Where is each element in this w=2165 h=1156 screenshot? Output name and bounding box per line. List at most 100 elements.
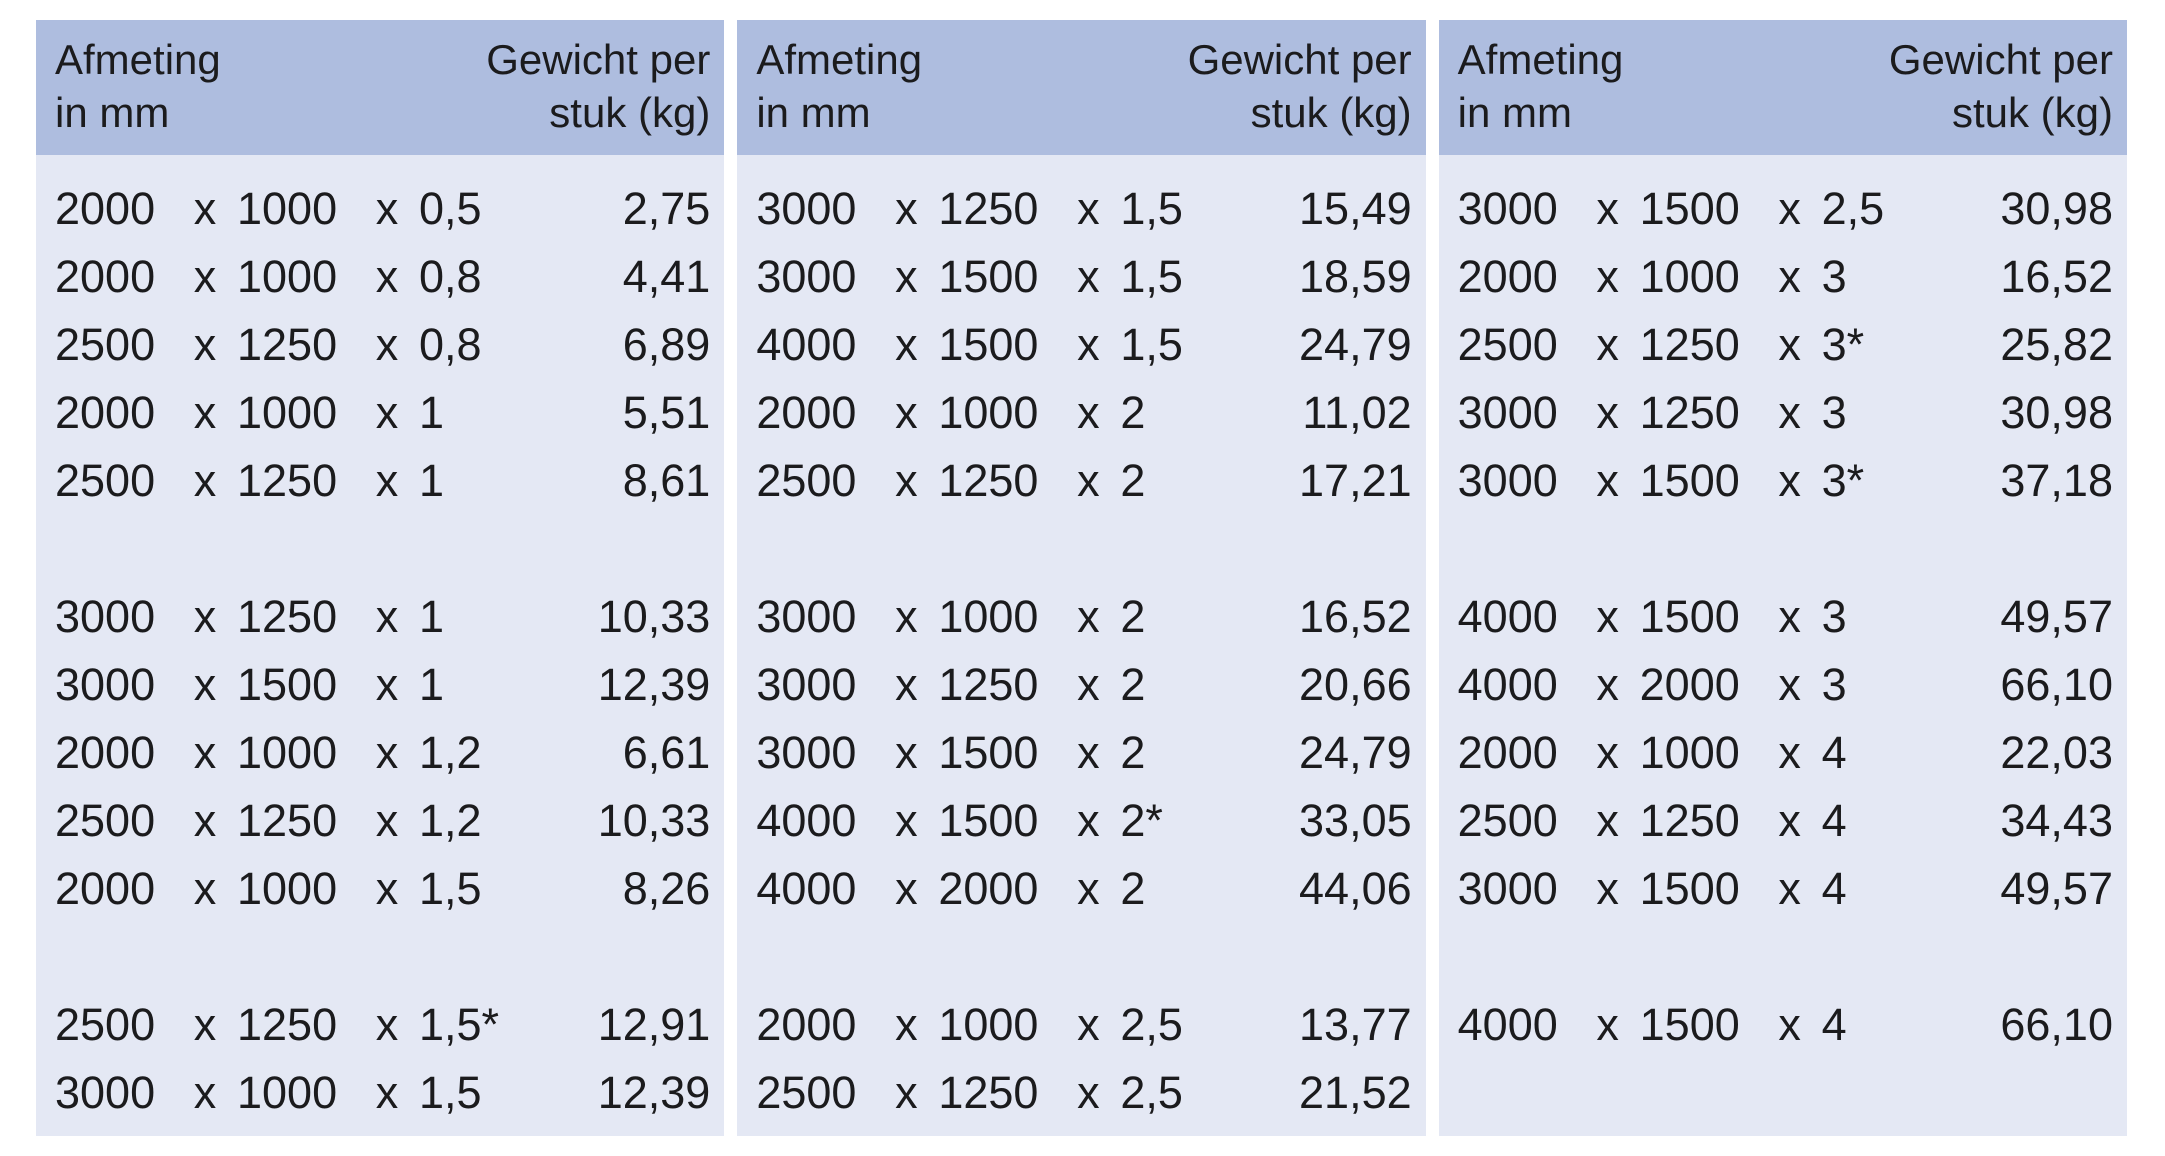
dim-length: 2500 xyxy=(756,455,857,506)
dimension-cell: 2500 x 1250 x 2,5 xyxy=(756,1067,1183,1119)
column-header-afmeting: Afmeting in mm xyxy=(55,33,221,140)
dim-thickness: 2,5 xyxy=(1120,999,1183,1050)
x-separator: x xyxy=(1778,795,1801,846)
table-row: 2000 x 1000 x 0,8 4,41 xyxy=(55,243,710,311)
dimension-cell: 3000 x 1500 x 1 xyxy=(55,659,444,711)
x-separator: x xyxy=(895,455,918,506)
x-separator: x xyxy=(375,455,399,506)
header-line: Afmeting xyxy=(1457,36,1624,83)
x-separator: x xyxy=(1077,591,1100,642)
x-separator: x xyxy=(1778,251,1801,302)
dim-length: 3000 xyxy=(756,659,857,710)
weight-cell: 8,61 xyxy=(622,455,711,506)
dim-length: 2500 xyxy=(55,795,156,846)
table-row: 2500 x 1250 x 0,8 6,89 xyxy=(55,311,710,379)
dim-width: 1000 xyxy=(237,183,338,234)
x-separator: x xyxy=(193,795,217,846)
column-header-afmeting: Afmeting in mm xyxy=(756,33,922,140)
dimension-cell: 3000 x 1500 x 2 xyxy=(756,727,1145,779)
x-separator: x xyxy=(1778,183,1801,234)
x-separator: x xyxy=(375,795,399,846)
dim-thickness: 3 xyxy=(1821,659,1847,710)
dim-width: 1500 xyxy=(1639,455,1740,506)
dim-thickness: 1,2 xyxy=(419,727,482,778)
dim-length: 2000 xyxy=(756,999,857,1050)
dim-width: 1250 xyxy=(1639,387,1740,438)
header-line: Afmeting xyxy=(55,36,221,83)
dimension-cell: 3000 x 1250 x 2 xyxy=(756,659,1145,711)
dim-width: 1250 xyxy=(1639,795,1740,846)
x-separator: x xyxy=(1077,795,1100,846)
x-separator: x xyxy=(1596,251,1619,302)
header-line: Gewicht per xyxy=(486,36,711,83)
x-separator: x xyxy=(375,999,399,1050)
dim-thickness: 1,5 xyxy=(1120,319,1183,370)
table-row: 2000 x 1000 x 4 22,03 xyxy=(1458,719,2113,787)
column-header-gewicht: Gewicht per stuk (kg) xyxy=(1188,33,1412,140)
dim-length: 3000 xyxy=(756,727,857,778)
dim-width: 1250 xyxy=(1639,319,1740,370)
dimension-cell: 3000 x 1250 x 3 xyxy=(1458,387,1847,439)
dim-thickness: 1 xyxy=(419,659,445,710)
dim-length: 3000 xyxy=(1457,183,1558,234)
x-separator: x xyxy=(1596,455,1619,506)
weight-cell: 25,82 xyxy=(2000,319,2113,370)
x-separator: x xyxy=(375,1067,399,1118)
header-line: stuk (kg) xyxy=(549,89,711,137)
weight-cell: 8,26 xyxy=(622,863,711,914)
dim-length: 2000 xyxy=(55,183,156,234)
column-header-afmeting: Afmeting in mm xyxy=(1458,33,1624,140)
weight-cell: 66,10 xyxy=(2000,999,2113,1050)
table-row: 2000 x 1000 x 3 16,52 xyxy=(1458,243,2113,311)
x-separator: x xyxy=(1778,999,1801,1050)
dimension-cell: 4000 x 2000 x 3 xyxy=(1458,659,1847,711)
table-row: 3000 x 1000 x 1,5 12,39 xyxy=(55,1059,710,1127)
dim-thickness: 3* xyxy=(1821,319,1865,370)
weight-cell: 12,91 xyxy=(597,999,711,1050)
dim-length: 2000 xyxy=(55,727,156,778)
weight-cell: 12,39 xyxy=(597,1067,711,1118)
table-row: 2000 x 1000 x 1,5 8,26 xyxy=(55,855,710,923)
x-separator: x xyxy=(1778,727,1801,778)
weight-cell: 4,41 xyxy=(622,251,711,302)
weight-cell: 49,57 xyxy=(2000,591,2113,642)
dim-length: 2500 xyxy=(55,455,156,506)
dim-length: 2000 xyxy=(55,387,156,438)
x-separator: x xyxy=(193,387,217,438)
table-row: 3000 x 1250 x 2 20,66 xyxy=(756,651,1411,719)
dim-width: 1000 xyxy=(938,591,1039,642)
weight-cell: 12,39 xyxy=(597,659,711,710)
panel-header: Afmeting in mm Gewicht per stuk (kg) xyxy=(36,20,725,155)
dim-length: 3000 xyxy=(756,251,857,302)
dimension-cell: 2500 x 1250 x 0,8 xyxy=(55,319,482,371)
table-row: 3000 x 1250 x 1 10,33 xyxy=(55,583,710,651)
dim-width: 1000 xyxy=(237,251,338,302)
x-separator: x xyxy=(193,591,217,642)
x-separator: x xyxy=(193,1067,217,1118)
x-separator: x xyxy=(1778,455,1801,506)
x-separator: x xyxy=(1778,387,1801,438)
table-panel-1: Afmeting in mm Gewicht per stuk (kg) 200… xyxy=(36,20,725,1136)
table-row: 2500 x 1250 x 4 34,43 xyxy=(1458,787,2113,855)
dim-width: 1500 xyxy=(1639,863,1740,914)
dim-width: 1250 xyxy=(938,183,1039,234)
dimension-cell: 4000 x 2000 x 2 xyxy=(756,863,1145,915)
table-row: 3000 x 1500 x 1,5 18,59 xyxy=(756,243,1411,311)
table-row: 2000 x 1000 x 0,5 2,75 xyxy=(55,175,710,243)
dim-thickness: 3 xyxy=(1821,251,1847,302)
table-panel-2: Afmeting in mm Gewicht per stuk (kg) 300… xyxy=(737,20,1426,1136)
x-separator: x xyxy=(375,387,399,438)
x-separator: x xyxy=(895,659,918,710)
x-separator: x xyxy=(1077,319,1100,370)
dim-thickness: 3 xyxy=(1821,591,1847,642)
dimension-cell: 2500 x 1250 x 3* xyxy=(1458,319,1865,371)
weight-cell: 6,89 xyxy=(622,319,711,370)
dim-thickness: 2 xyxy=(1120,659,1146,710)
table-row-spacer xyxy=(55,923,710,991)
dim-thickness: 1,5 xyxy=(1120,183,1183,234)
dim-width: 1250 xyxy=(237,999,338,1050)
weight-cell: 16,52 xyxy=(1299,591,1412,642)
x-separator: x xyxy=(895,319,918,370)
dim-length: 2500 xyxy=(756,1067,857,1118)
dimension-cell: 2000 x 1000 x 2 xyxy=(756,387,1145,439)
